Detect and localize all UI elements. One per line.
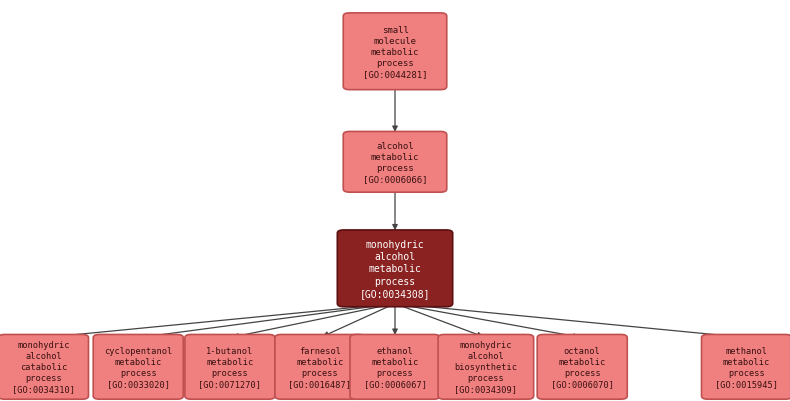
FancyBboxPatch shape [537,334,627,399]
FancyBboxPatch shape [0,334,88,399]
FancyBboxPatch shape [343,14,447,91]
FancyBboxPatch shape [438,334,534,399]
Text: 1-butanol
metabolic
process
[GO:0071270]: 1-butanol metabolic process [GO:0071270] [198,346,261,388]
Text: methanol
metabolic
process
[GO:0015945]: methanol metabolic process [GO:0015945] [715,346,778,388]
FancyBboxPatch shape [93,334,183,399]
Text: monohydric
alcohol
catabolic
process
[GO:0034310]: monohydric alcohol catabolic process [GO… [12,340,75,393]
Text: monohydric
alcohol
metabolic
process
[GO:0034308]: monohydric alcohol metabolic process [GO… [359,239,431,298]
Text: monohydric
alcohol
biosynthetic
process
[GO:0034309]: monohydric alcohol biosynthetic process … [454,340,517,393]
FancyBboxPatch shape [343,132,447,193]
FancyBboxPatch shape [350,334,440,399]
FancyBboxPatch shape [185,334,275,399]
FancyBboxPatch shape [702,334,790,399]
Text: cyclopentanol
metabolic
process
[GO:0033020]: cyclopentanol metabolic process [GO:0033… [104,346,172,388]
Text: octanol
metabolic
process
[GO:0006070]: octanol metabolic process [GO:0006070] [551,346,614,388]
FancyBboxPatch shape [275,334,365,399]
Text: farnesol
metabolic
process
[GO:0016487]: farnesol metabolic process [GO:0016487] [288,346,352,388]
Text: alcohol
metabolic
process
[GO:0006066]: alcohol metabolic process [GO:0006066] [363,141,427,184]
FancyBboxPatch shape [337,230,453,307]
Text: small
molecule
metabolic
process
[GO:0044281]: small molecule metabolic process [GO:004… [363,26,427,79]
Text: ethanol
metabolic
process
[GO:0006067]: ethanol metabolic process [GO:0006067] [363,346,427,388]
